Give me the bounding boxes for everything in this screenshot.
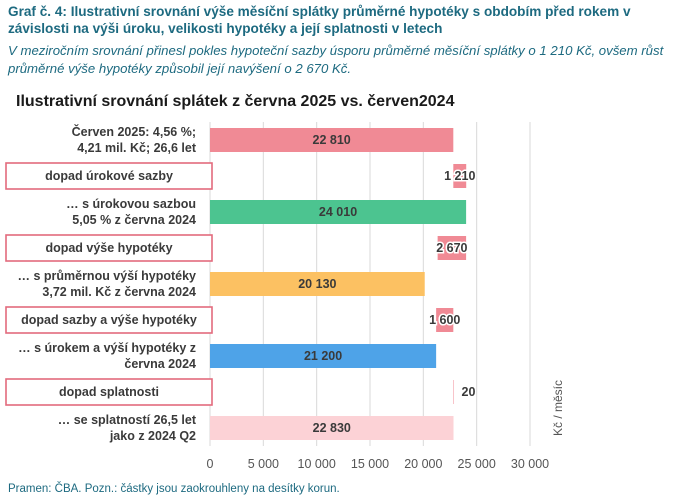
bar-value-label: 20 130 [298, 277, 336, 291]
bar [210, 200, 467, 224]
bar [210, 416, 454, 440]
bar [210, 272, 425, 296]
category-label: … se splatností 26,5 let [58, 413, 197, 427]
bar-value-label: 20 [462, 385, 476, 399]
bar-value-label: 24 010 [319, 205, 357, 219]
category-labels: Červen 2025: 4,56 %; 4,21 mil. Kč; 26,6 l… [5, 124, 213, 443]
category-label: dopad sazby a výše hypotéky [21, 313, 197, 327]
bar [210, 344, 437, 368]
x-axis-ticks: 0 5 000 10 000 15 000 20 000 25 000 30 000 [207, 457, 550, 471]
category-label: dopad úrokové sazby [45, 169, 173, 183]
category-label: dopad výše hypotéky [45, 241, 172, 255]
bar-value-label: 22 830 [313, 421, 351, 435]
category-label: … s průměrnou výší hypotéky [17, 269, 196, 283]
category-label: Červen 2025: 4,56 %; [72, 124, 196, 139]
source-note: Pramen: ČBA. Pozn.: částky jsou zaokrouh… [8, 483, 340, 495]
bar-value-label: 1 210 [444, 169, 475, 183]
category-label: 5,05 % z června 2024 [72, 213, 196, 227]
category-label: června 2024 [124, 357, 196, 371]
value-labels: 22 810 1 210 24 010 2 670 20 130 1 600 21 200 2… [298, 133, 477, 435]
x-tick-label: 10 000 [298, 457, 336, 471]
x-tick-label: 15 000 [351, 457, 389, 471]
bar [437, 236, 467, 260]
category-highlight-box [5, 234, 213, 262]
bar-value-label: 1 600 [429, 313, 460, 327]
figure-caption-subtitle: V meziročním srovnání přinesl pokles hyp… [8, 43, 664, 76]
category-highlight-box [5, 306, 213, 334]
x-tick-label: 5 000 [248, 457, 279, 471]
bar-value-label: 21 200 [304, 349, 342, 363]
category-label: 3,72 mil. Kč z června 2024 [42, 285, 196, 299]
category-highlight-box [5, 378, 213, 406]
category-label: jako z 2024 Q2 [109, 429, 196, 443]
bar [436, 308, 454, 332]
category-label: 4,21 mil. Kč; 26,6 let [77, 141, 197, 155]
bar-value-label: 22 810 [313, 133, 351, 147]
category-label: dopad splatnosti [59, 385, 159, 399]
x-tick-label: 20 000 [404, 457, 442, 471]
bar [453, 380, 454, 404]
bars [210, 128, 467, 440]
y-axis-label: Kč / měsíc [551, 380, 565, 436]
bar [210, 128, 454, 152]
x-tick-label: 25 000 [458, 457, 496, 471]
figure-caption-title: Graf č. 4: Ilustrativní srovnání výše mě… [8, 4, 631, 36]
x-tick-label: 30 000 [511, 457, 549, 471]
chart-title: Ilustrativní srovnání splátek z června 2… [16, 93, 455, 110]
bar-value-label: 2 670 [436, 241, 467, 255]
bar [453, 164, 467, 188]
category-label: … s úrokem a výší hypotéky z [18, 341, 196, 355]
category-label: … s úrokovou sazbou [66, 197, 196, 211]
category-highlight-box [5, 162, 213, 190]
x-tick-label: 0 [207, 457, 214, 471]
